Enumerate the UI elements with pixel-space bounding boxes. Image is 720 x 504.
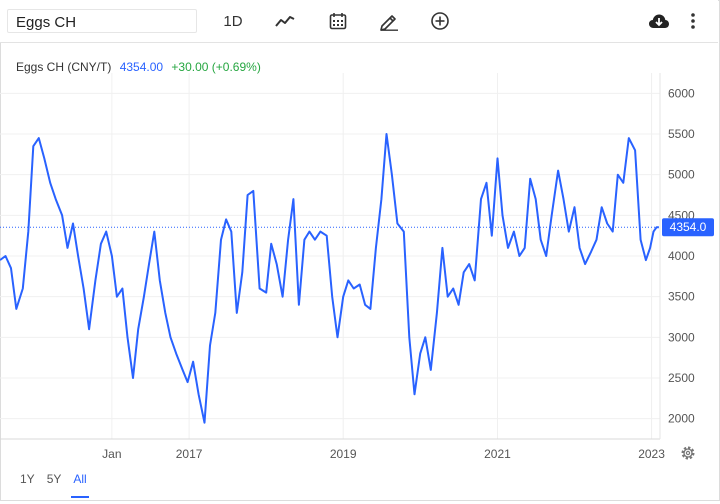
y-tick-label: 5000 [668, 168, 695, 182]
chart-type-button[interactable] [273, 9, 297, 33]
y-tick-label: 2500 [668, 371, 695, 385]
pencil-icon [380, 15, 398, 31]
x-tick-label: 2017 [176, 447, 203, 461]
x-tick-label: 2023 [638, 447, 665, 461]
range-selector: 1Y 5Y All [0, 470, 93, 498]
current-price-label-bg [662, 218, 714, 237]
legend-name: Eggs CH (CNY/T) [16, 60, 111, 74]
y-tick-label: 3000 [668, 330, 695, 344]
more-options-button[interactable] [686, 9, 700, 33]
y-tick-label: 6000 [668, 86, 695, 100]
y-tick-label: 4000 [668, 249, 695, 263]
toolbar: Eggs CH 1D [0, 0, 718, 43]
range-5y-button[interactable]: 5Y [46, 472, 62, 486]
x-tick-label: 2019 [330, 447, 357, 461]
interval-button[interactable]: 1D [218, 9, 248, 33]
download-button[interactable] [646, 9, 672, 33]
drawing-tools-button[interactable] [377, 9, 401, 33]
x-tick-label: 2021 [484, 447, 511, 461]
series-line [0, 133, 659, 424]
y-tick-label: 3500 [668, 290, 695, 304]
x-tick-label: Jan [102, 447, 121, 461]
more-vertical-icon [691, 13, 695, 29]
current-price-label-text: 4354.0 [670, 220, 707, 234]
legend-change: +30.00 (+0.69%) [171, 60, 260, 74]
x-axis-ticks: Jan 2017 2019 2021 2023 [102, 447, 665, 461]
range-1y-button[interactable]: 1Y [20, 472, 35, 486]
gear-icon [681, 446, 695, 460]
current-price-label: 4354.0 [662, 218, 714, 237]
legend-price: 4354.00 [120, 60, 164, 74]
y-tick-label: 2000 [668, 412, 695, 426]
date-range-button[interactable] [326, 9, 350, 33]
y-tick-label: 5500 [668, 127, 695, 141]
legend: Eggs CH (CNY/T) 4354.00 +30.00 (+0.69%) [16, 60, 261, 74]
calendar-icon [329, 13, 347, 30]
add-indicator-button[interactable] [428, 9, 452, 33]
line-chart-icon [275, 16, 295, 27]
range-all-button[interactable]: All [67, 470, 92, 498]
plus-circle-icon [431, 12, 449, 30]
interval-label: 1D [223, 12, 243, 30]
settings-button[interactable] [680, 445, 696, 461]
cloud-download-icon [649, 14, 669, 28]
symbol-search-input[interactable]: Eggs CH [7, 9, 197, 33]
chart-area[interactable]: 2000 2500 3000 3500 4000 4500 5000 5500 6000 Jan… [0, 43, 718, 499]
